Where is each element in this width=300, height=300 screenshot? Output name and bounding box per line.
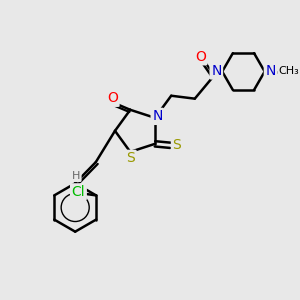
Text: H: H xyxy=(72,171,80,181)
Text: N: N xyxy=(211,64,221,78)
Text: S: S xyxy=(127,152,135,165)
Text: CH₃: CH₃ xyxy=(279,66,299,76)
Text: O: O xyxy=(195,50,206,64)
Text: Cl: Cl xyxy=(72,185,85,199)
Text: S: S xyxy=(172,138,181,152)
Text: O: O xyxy=(107,91,118,105)
Text: N: N xyxy=(152,110,163,123)
Text: N: N xyxy=(266,64,276,78)
